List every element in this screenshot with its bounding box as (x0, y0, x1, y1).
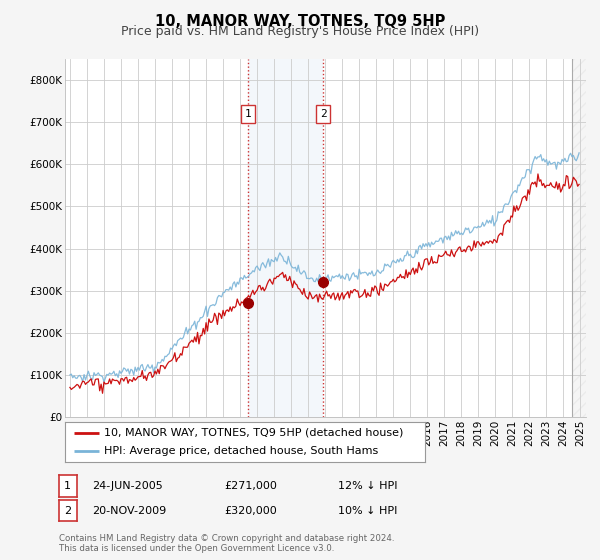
Text: 10, MANOR WAY, TOTNES, TQ9 5HP: 10, MANOR WAY, TOTNES, TQ9 5HP (155, 14, 445, 29)
Text: 10, MANOR WAY, TOTNES, TQ9 5HP (detached house): 10, MANOR WAY, TOTNES, TQ9 5HP (detached… (104, 428, 404, 437)
Text: 1: 1 (245, 109, 251, 119)
Text: 1: 1 (64, 481, 71, 491)
Text: £271,000: £271,000 (224, 481, 277, 491)
Text: 12% ↓ HPI: 12% ↓ HPI (338, 481, 397, 491)
Bar (248, 59, 323, 417)
Text: 2: 2 (64, 506, 71, 516)
Text: HPI: Average price, detached house, South Hams: HPI: Average price, detached house, Sout… (104, 446, 379, 456)
Text: Price paid vs. HM Land Registry's House Price Index (HPI): Price paid vs. HM Land Registry's House … (121, 25, 479, 38)
Text: £320,000: £320,000 (224, 506, 277, 516)
Text: 24-JUN-2005: 24-JUN-2005 (92, 481, 163, 491)
Text: 20-NOV-2009: 20-NOV-2009 (92, 506, 166, 516)
Text: 2: 2 (320, 109, 326, 119)
Text: Contains HM Land Registry data © Crown copyright and database right 2024.
This d: Contains HM Land Registry data © Crown c… (59, 534, 394, 553)
Bar (572, 59, 586, 417)
Text: 10% ↓ HPI: 10% ↓ HPI (338, 506, 397, 516)
